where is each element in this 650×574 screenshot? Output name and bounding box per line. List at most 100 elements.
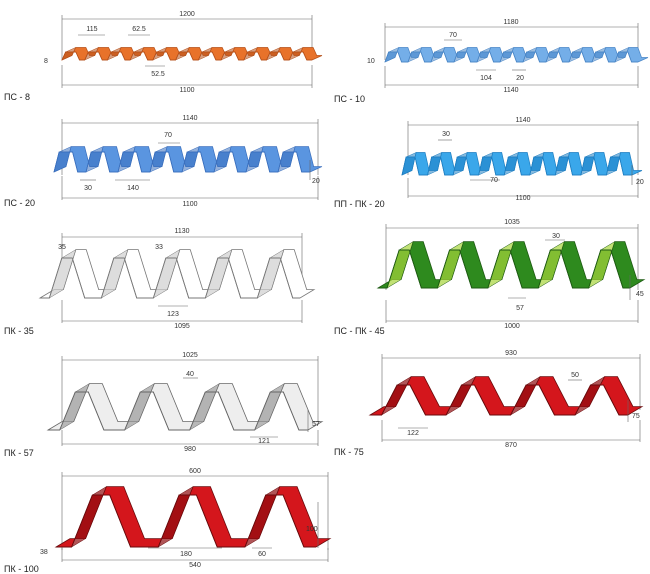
dim-working-width: 870 bbox=[505, 442, 517, 449]
sheet-flank bbox=[509, 375, 541, 416]
model-label-ps8: ПС - 8 bbox=[4, 92, 30, 102]
dim-bottom: 180 bbox=[180, 551, 192, 558]
dim-height: 100 bbox=[306, 526, 318, 533]
sheet-flank bbox=[401, 152, 417, 176]
sheet-flank bbox=[254, 382, 285, 431]
sheet-surface bbox=[384, 47, 649, 63]
sheet-profile-edge bbox=[378, 249, 630, 289]
sheet-flank bbox=[256, 249, 285, 299]
dim-pitch: 140 bbox=[127, 185, 139, 192]
sheet-flank bbox=[85, 146, 104, 173]
sheet-flank bbox=[245, 146, 264, 173]
dim-height: 20 bbox=[312, 178, 320, 185]
dim-top: 60 bbox=[258, 551, 266, 558]
sheet-flank bbox=[117, 146, 136, 173]
model-label-pk75: ПК - 75 bbox=[334, 447, 364, 457]
sheet-flank bbox=[386, 241, 414, 289]
sheet-flank bbox=[204, 249, 233, 299]
model-label-ps-pk45: ПС - ПК - 45 bbox=[334, 326, 385, 336]
dim-top-left: 35 bbox=[58, 244, 66, 251]
sheet-flank bbox=[59, 382, 90, 431]
dim-total-width: 1140 bbox=[182, 115, 197, 122]
dim-total-width: 1025 bbox=[182, 352, 198, 359]
dim-total-width: 1035 bbox=[504, 219, 520, 226]
sheet-profile-edge bbox=[40, 257, 300, 299]
dim-working-width: 1100 bbox=[179, 87, 194, 94]
sheet-flank bbox=[478, 152, 494, 176]
dim-working-width: 980 bbox=[184, 446, 196, 453]
sheet-flank bbox=[606, 152, 621, 176]
sheet-flank bbox=[71, 486, 107, 548]
sheet-profile-edge bbox=[370, 384, 628, 416]
profile-ps10: 1180 70 10 104 20 1140 ПС - 10 bbox=[334, 19, 649, 104]
dim-bottom: 123 bbox=[167, 311, 179, 318]
dim-total-width: 1180 bbox=[503, 19, 518, 26]
sheet-profile-edge bbox=[61, 51, 312, 61]
sheet-flank bbox=[152, 249, 181, 299]
sheet-flank bbox=[213, 146, 232, 173]
sheet-flank bbox=[380, 375, 412, 416]
dim-bottom: 57 bbox=[516, 305, 524, 312]
sheet-flank bbox=[149, 146, 168, 173]
sheet-flank bbox=[487, 241, 515, 289]
model-label-ps20: ПС - 20 bbox=[4, 198, 35, 208]
dim-pitch: 70 bbox=[490, 177, 498, 184]
dim-working-width: 1000 bbox=[504, 323, 520, 330]
dim-height: 45 bbox=[636, 291, 644, 298]
dim-top: 50 bbox=[571, 372, 579, 379]
sheet-flank bbox=[580, 152, 596, 176]
dim-total-width: 930 bbox=[505, 350, 517, 357]
model-label-pk57: ПК - 57 bbox=[4, 448, 34, 458]
dim-total-width: 600 bbox=[189, 468, 201, 475]
sheet-profile-edge bbox=[56, 494, 316, 548]
dim-working-width: 540 bbox=[189, 562, 201, 569]
dim-bottom: 52.5 bbox=[151, 71, 165, 78]
profile-pp-pk20: 1140 30 70 20 1100 ПП - ПК - 20 bbox=[334, 117, 644, 209]
model-label-pk100: ПК - 100 bbox=[4, 564, 39, 574]
sheet-flank bbox=[181, 146, 200, 173]
sheet-flank bbox=[157, 486, 194, 548]
dim-total-width: 1200 bbox=[179, 11, 195, 18]
profile-pk100: 600 100 38 180 60 540 ПК - 100 bbox=[4, 468, 332, 574]
dim-edge: 38 bbox=[40, 549, 48, 556]
dim-working-width: 1095 bbox=[174, 323, 190, 330]
sheet-profile-edge bbox=[48, 391, 308, 431]
dim-top: 30 bbox=[552, 233, 560, 240]
profile-pk57: 1025 40 57 121 980 ПК - 57 bbox=[4, 352, 324, 458]
profile-ps20: 1140 70 30 140 20 1100 ПС - 20 bbox=[4, 115, 323, 208]
sheet-flank bbox=[100, 249, 129, 299]
dim-top: 62.5 bbox=[132, 26, 146, 33]
sheet-flank bbox=[503, 152, 519, 176]
sheet-flank bbox=[244, 486, 281, 548]
profile-ps-pk45: 1035 30 57 45 1000 ПС - ПК - 45 bbox=[334, 219, 646, 336]
dim-total-width: 1130 bbox=[174, 228, 189, 235]
sheet-flank bbox=[384, 47, 400, 63]
dim-top: 33 bbox=[155, 244, 163, 251]
dim-top: 70 bbox=[449, 32, 457, 39]
sheet-flank bbox=[53, 146, 72, 173]
sheet-flank bbox=[61, 47, 77, 61]
sheet-flank bbox=[124, 382, 155, 431]
sheet-flank bbox=[574, 375, 606, 416]
dim-working-width: 1140 bbox=[503, 87, 518, 94]
dim-height: 75 bbox=[632, 413, 640, 420]
dim-pitch: 104 bbox=[480, 75, 492, 82]
sheet-flank bbox=[437, 241, 465, 289]
model-label-ps10: ПС - 10 bbox=[334, 94, 365, 104]
dim-top: 70 bbox=[164, 132, 172, 139]
sheet-flank bbox=[445, 375, 477, 416]
sheet-flank bbox=[588, 241, 616, 289]
dim-bottom: 20 bbox=[516, 75, 524, 82]
dim-pitch: 115 bbox=[86, 26, 97, 33]
dim-height: 57 bbox=[312, 421, 320, 428]
model-label-pk35: ПК - 35 bbox=[4, 326, 34, 336]
sheet-flank bbox=[189, 382, 220, 431]
sheet-flank bbox=[529, 152, 545, 176]
sheet-flank bbox=[48, 249, 77, 299]
dim-working-width: 1100 bbox=[515, 195, 530, 202]
sheet-flank bbox=[277, 146, 296, 173]
profile-ps8: 1200 115 62.5 8 52.5 1100 ПС - 8 bbox=[4, 11, 323, 102]
model-label-pp-pk20: ПП - ПК - 20 bbox=[334, 199, 385, 209]
